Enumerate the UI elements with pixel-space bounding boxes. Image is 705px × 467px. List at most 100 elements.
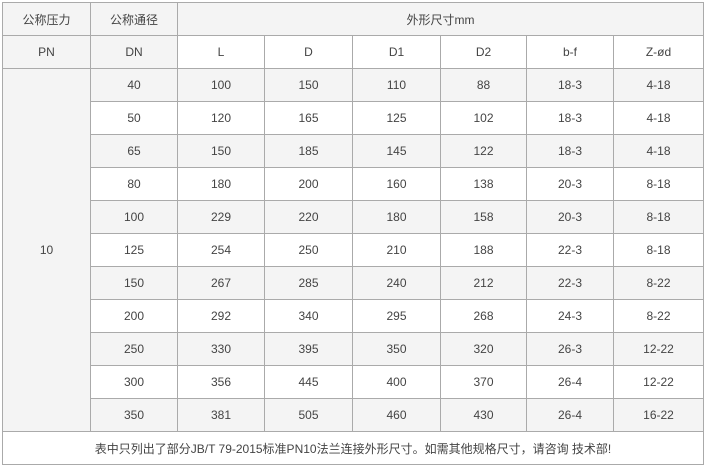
table-cell: 250 bbox=[264, 233, 353, 267]
pn-header: PN bbox=[2, 35, 91, 69]
table-cell: 150 bbox=[90, 266, 178, 300]
table-cell: 20-3 bbox=[526, 167, 614, 201]
table-cell: 400 bbox=[352, 365, 441, 399]
table-cell: 240 bbox=[352, 266, 441, 300]
col-header: D2 bbox=[440, 35, 527, 69]
table-cell: 200 bbox=[264, 167, 353, 201]
table-cell: 100 bbox=[90, 200, 178, 234]
table-cell: 180 bbox=[352, 200, 441, 234]
pn-value: 10 bbox=[2, 68, 91, 432]
table-cell: 212 bbox=[440, 266, 527, 300]
table-cell: 370 bbox=[440, 365, 527, 399]
table-row: 100 229 220 180 158 20-3 8-18 bbox=[2, 200, 704, 234]
table-cell: 18-3 bbox=[526, 68, 614, 102]
table-cell: 200 bbox=[90, 299, 178, 333]
table-row: 350 381 505 460 430 26-4 16-22 bbox=[2, 398, 704, 432]
table-cell: 430 bbox=[440, 398, 527, 432]
table-cell: 40 bbox=[90, 68, 178, 102]
table-cell: 285 bbox=[264, 266, 353, 300]
table-cell: 267 bbox=[177, 266, 265, 300]
table-cell: 26-4 bbox=[526, 365, 614, 399]
col-header: Z-ød bbox=[613, 35, 704, 69]
table-cell: 295 bbox=[352, 299, 441, 333]
table-cell: 50 bbox=[90, 101, 178, 135]
pn-header-cn: 公称压力 bbox=[2, 2, 91, 36]
table-cell: 180 bbox=[177, 167, 265, 201]
table-cell: 185 bbox=[264, 134, 353, 168]
table-row: 150 267 285 240 212 22-3 8-22 bbox=[2, 266, 704, 300]
table-cell: 4-18 bbox=[613, 68, 704, 102]
table-cell: 460 bbox=[352, 398, 441, 432]
table-row: 65 150 185 145 122 18-3 4-18 bbox=[2, 134, 704, 168]
table-cell: 188 bbox=[440, 233, 527, 267]
col-header: D1 bbox=[352, 35, 441, 69]
table-cell: 138 bbox=[440, 167, 527, 201]
table-cell: 18-3 bbox=[526, 101, 614, 135]
col-header: b-f bbox=[526, 35, 614, 69]
table-cell: 395 bbox=[264, 332, 353, 366]
table-cell: 122 bbox=[440, 134, 527, 168]
table-row: 300 356 445 400 370 26-4 12-22 bbox=[2, 365, 704, 399]
table-cell: 350 bbox=[90, 398, 178, 432]
table-cell: 254 bbox=[177, 233, 265, 267]
table-row: 250 330 395 350 320 26-3 12-22 bbox=[2, 332, 704, 366]
table-cell: 8-18 bbox=[613, 233, 704, 267]
table-cell: 268 bbox=[440, 299, 527, 333]
table-cell: 160 bbox=[352, 167, 441, 201]
table-cell: 340 bbox=[264, 299, 353, 333]
table-cell: 12-22 bbox=[613, 332, 704, 366]
table-cell: 20-3 bbox=[526, 200, 614, 234]
table-cell: 505 bbox=[264, 398, 353, 432]
table-cell: 229 bbox=[177, 200, 265, 234]
table-cell: 125 bbox=[90, 233, 178, 267]
dn-header-cn: 公称通径 bbox=[90, 2, 178, 36]
table-cell: 150 bbox=[264, 68, 353, 102]
table-cell: 8-22 bbox=[613, 299, 704, 333]
table-cell: 4-18 bbox=[613, 101, 704, 135]
table-cell: 18-3 bbox=[526, 134, 614, 168]
table-cell: 65 bbox=[90, 134, 178, 168]
table-cell: 26-3 bbox=[526, 332, 614, 366]
table-cell: 210 bbox=[352, 233, 441, 267]
table-row: 50 120 165 125 102 18-3 4-18 bbox=[2, 101, 704, 135]
table-cell: 22-3 bbox=[526, 233, 614, 267]
table-row: 200 292 340 295 268 24-3 8-22 bbox=[2, 299, 704, 333]
table-cell: 120 bbox=[177, 101, 265, 135]
table-cell: 292 bbox=[177, 299, 265, 333]
table-cell: 8-18 bbox=[613, 200, 704, 234]
table-cell: 150 bbox=[177, 134, 265, 168]
table-cell: 80 bbox=[90, 167, 178, 201]
table-cell: 88 bbox=[440, 68, 527, 102]
table-cell: 16-22 bbox=[613, 398, 704, 432]
table-cell: 100 bbox=[177, 68, 265, 102]
table-cell: 300 bbox=[90, 365, 178, 399]
dims-title: 外形尺寸mm bbox=[177, 2, 704, 36]
table-cell: 320 bbox=[440, 332, 527, 366]
dn-header: DN bbox=[90, 35, 178, 69]
table-cell: 145 bbox=[352, 134, 441, 168]
table-cell: 22-3 bbox=[526, 266, 614, 300]
col-header: D bbox=[264, 35, 353, 69]
table-cell: 4-18 bbox=[613, 134, 704, 168]
table-cell: 125 bbox=[352, 101, 441, 135]
table-cell: 102 bbox=[440, 101, 527, 135]
table-cell: 445 bbox=[264, 365, 353, 399]
table-cell: 8-22 bbox=[613, 266, 704, 300]
table-cell: 24-3 bbox=[526, 299, 614, 333]
table-cell: 356 bbox=[177, 365, 265, 399]
col-header: L bbox=[177, 35, 265, 69]
table-cell: 350 bbox=[352, 332, 441, 366]
table-cell: 330 bbox=[177, 332, 265, 366]
table-cell: 220 bbox=[264, 200, 353, 234]
table-cell: 250 bbox=[90, 332, 178, 366]
table-row: 125 254 250 210 188 22-3 8-18 bbox=[2, 233, 704, 267]
table-row: 10 40 100 150 110 88 18-3 4-18 bbox=[2, 68, 704, 432]
table-cell: 26-4 bbox=[526, 398, 614, 432]
table-cell: 110 bbox=[352, 68, 441, 102]
table-cell: 381 bbox=[177, 398, 265, 432]
table-cell: 165 bbox=[264, 101, 353, 135]
table-cell: 158 bbox=[440, 200, 527, 234]
table-cell: 8-18 bbox=[613, 167, 704, 201]
footer-note: 表中只列出了部分JB/T 79-2015标准PN10法兰连接外形尺寸。如需其他规… bbox=[2, 431, 704, 465]
